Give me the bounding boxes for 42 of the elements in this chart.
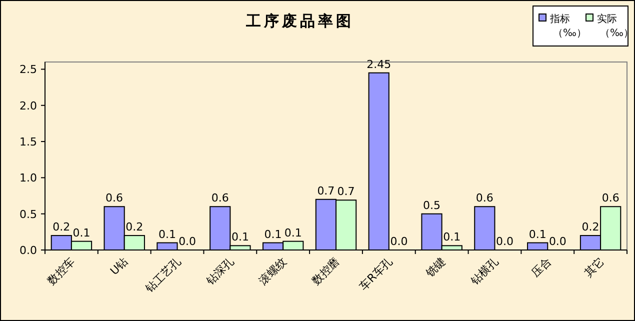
data-label: 0.1 xyxy=(284,226,302,240)
data-label: 0.6 xyxy=(476,192,494,205)
data-label: 0.1 xyxy=(72,226,90,240)
y-tick-label: 1.5 xyxy=(20,136,37,149)
data-label: 0.1 xyxy=(528,228,546,241)
y-tick-label: 2.5 xyxy=(20,63,37,76)
x-tick-label: 钻工艺孔 xyxy=(142,254,184,296)
x-tick-label: U钻 xyxy=(108,254,130,278)
data-label: 2.45 xyxy=(366,58,392,71)
chart-title: 工序废品率图 xyxy=(245,12,354,30)
y-tick-label: 0.0 xyxy=(20,244,37,257)
data-label: 0.1 xyxy=(158,228,176,241)
data-label: 0.2 xyxy=(582,220,600,234)
data-label: 0.0 xyxy=(548,235,566,248)
data-label: 0.0 xyxy=(390,235,408,248)
x-tick-label: 数控磨 xyxy=(310,254,342,288)
data-label: 0.1 xyxy=(264,228,282,241)
data-label: 0.2 xyxy=(126,220,144,234)
data-label: 0.7 xyxy=(337,185,355,198)
data-label: 0.0 xyxy=(178,235,196,248)
data-label: 0.6 xyxy=(211,192,229,205)
x-tick-label: 钻深孔 xyxy=(203,254,236,288)
data-label: 0.0 xyxy=(496,235,514,248)
legend-label: 指标（‰） xyxy=(549,13,586,39)
y-tick-label: 1.0 xyxy=(20,172,37,185)
y-tick-label: 0.5 xyxy=(20,208,37,221)
data-label: 0.2 xyxy=(52,220,70,234)
data-label: 0.1 xyxy=(231,230,249,244)
legend-label: 实际（‰） xyxy=(597,13,634,39)
x-tick-label: 铣键 xyxy=(422,254,448,280)
y-tick-label: 2.0 xyxy=(20,99,37,112)
data-label: 0.1 xyxy=(443,230,461,244)
data-label: 0.5 xyxy=(423,198,441,212)
data-label: 0.7 xyxy=(317,184,335,198)
x-tick-label: 压合 xyxy=(529,254,554,280)
x-tick-label: 钻横孔 xyxy=(468,254,501,288)
data-label: 0.6 xyxy=(602,192,620,205)
x-tick-label: 其它 xyxy=(582,254,607,280)
data-label: 0.6 xyxy=(106,192,124,205)
x-tick-label: 滚螺纹 xyxy=(256,254,290,288)
x-tick-label: 车R车孔 xyxy=(357,254,396,293)
x-tick-label: 数控车 xyxy=(45,254,78,288)
